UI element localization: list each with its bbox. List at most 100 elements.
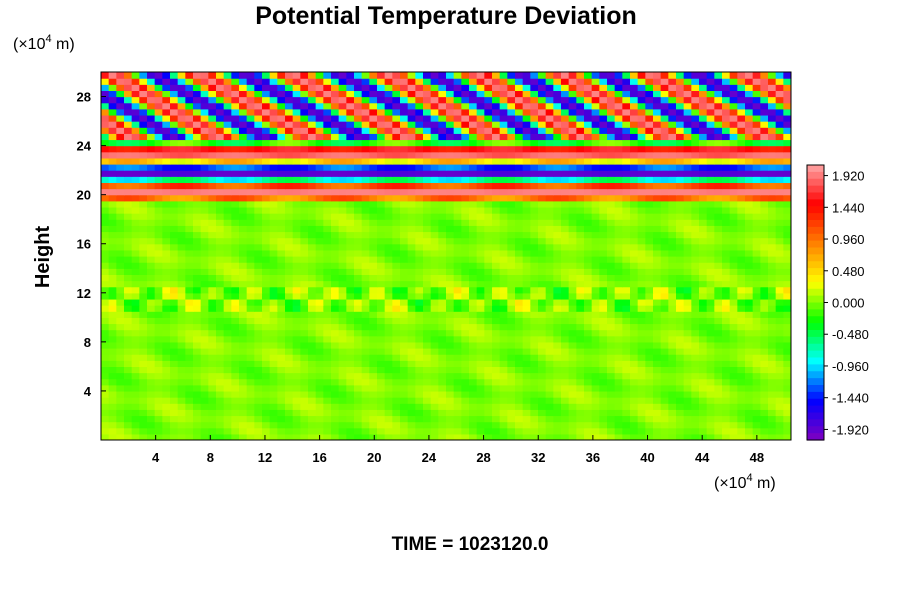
field-cell [177, 409, 186, 417]
field-cell [162, 292, 171, 300]
field-cell [584, 145, 593, 153]
field-cell [292, 243, 301, 251]
field-cell [499, 188, 508, 196]
field-cell [607, 219, 616, 226]
field-cell [246, 213, 255, 220]
field-cell [285, 348, 294, 355]
field-cell [346, 237, 355, 245]
field-cell [223, 433, 232, 440]
field-cell [315, 108, 324, 116]
field-cell [185, 378, 194, 386]
field-cell [323, 256, 332, 263]
field-cell [269, 151, 278, 159]
field-cell [315, 219, 324, 226]
field-cell [446, 213, 455, 220]
field-cell [415, 372, 424, 380]
field-cell [660, 366, 669, 374]
field-cell [622, 121, 631, 128]
field-cell [745, 274, 754, 282]
field-cell [246, 268, 255, 275]
field-cell [584, 280, 593, 288]
field-cell [170, 286, 179, 294]
field-cell [285, 329, 294, 337]
field-cell [614, 433, 623, 440]
field-cell [714, 317, 723, 325]
field-cell [407, 323, 416, 331]
field-cell [438, 102, 447, 110]
field-cell [384, 102, 393, 110]
field-cell [354, 409, 363, 417]
field-cell [446, 145, 455, 153]
field-cell [300, 157, 309, 165]
field-cell [645, 384, 654, 392]
field-cell [116, 329, 125, 337]
field-cell [645, 188, 654, 196]
field-cell [561, 360, 570, 367]
field-cell [461, 274, 470, 282]
field-cell [315, 170, 324, 177]
field-cell [599, 127, 608, 134]
field-cell [262, 114, 271, 122]
field-cell [216, 96, 225, 104]
field-cell [246, 256, 255, 263]
field-cell [269, 274, 278, 282]
field-cell [545, 151, 554, 159]
field-cell [108, 194, 117, 202]
field-cell [553, 317, 562, 325]
field-cell [492, 366, 501, 374]
field-cell [116, 151, 125, 159]
field-cell [446, 262, 455, 269]
field-cell [246, 127, 255, 134]
field-cell [239, 231, 248, 239]
field-cell [630, 176, 639, 183]
field-cell [584, 219, 593, 226]
field-cell [262, 121, 271, 128]
field-cell [645, 329, 654, 337]
field-cell [200, 164, 209, 171]
field-cell [630, 280, 639, 288]
field-cell [147, 200, 156, 208]
field-cell [200, 127, 209, 134]
field-cell [208, 341, 217, 349]
field-cell [545, 200, 554, 208]
field-cell [484, 194, 493, 202]
field-cell [254, 243, 263, 251]
field-cell [760, 366, 769, 374]
field-cell [185, 311, 194, 318]
field-cell [147, 421, 156, 429]
field-cell [522, 341, 531, 349]
field-cell [231, 323, 240, 331]
field-cell [361, 200, 370, 208]
field-cell [407, 231, 416, 239]
field-cell [223, 188, 232, 196]
field-cell [377, 280, 386, 288]
field-cell [292, 213, 301, 220]
field-cell [400, 409, 409, 417]
field-cell [729, 348, 738, 355]
field-cell [484, 127, 493, 134]
field-cell [208, 249, 217, 257]
field-cell [407, 421, 416, 429]
field-cell [423, 415, 432, 423]
field-cell [116, 182, 125, 190]
field-cell [568, 114, 577, 122]
field-cell [737, 102, 746, 110]
field-cell [254, 188, 263, 196]
field-cell [216, 329, 225, 337]
field-cell [568, 329, 577, 337]
field-cell [568, 249, 577, 257]
field-cell [584, 114, 593, 122]
field-cell [131, 121, 140, 128]
field-cell [147, 157, 156, 165]
field-cell [231, 262, 240, 269]
field-cell [430, 390, 439, 398]
field-cell [108, 151, 117, 159]
field-cell [308, 176, 317, 183]
field-cell [116, 243, 125, 251]
field-cell [193, 421, 202, 429]
field-cell [729, 114, 738, 122]
field-cell [239, 206, 248, 214]
field-cell [775, 415, 784, 423]
field-cell [438, 305, 447, 312]
